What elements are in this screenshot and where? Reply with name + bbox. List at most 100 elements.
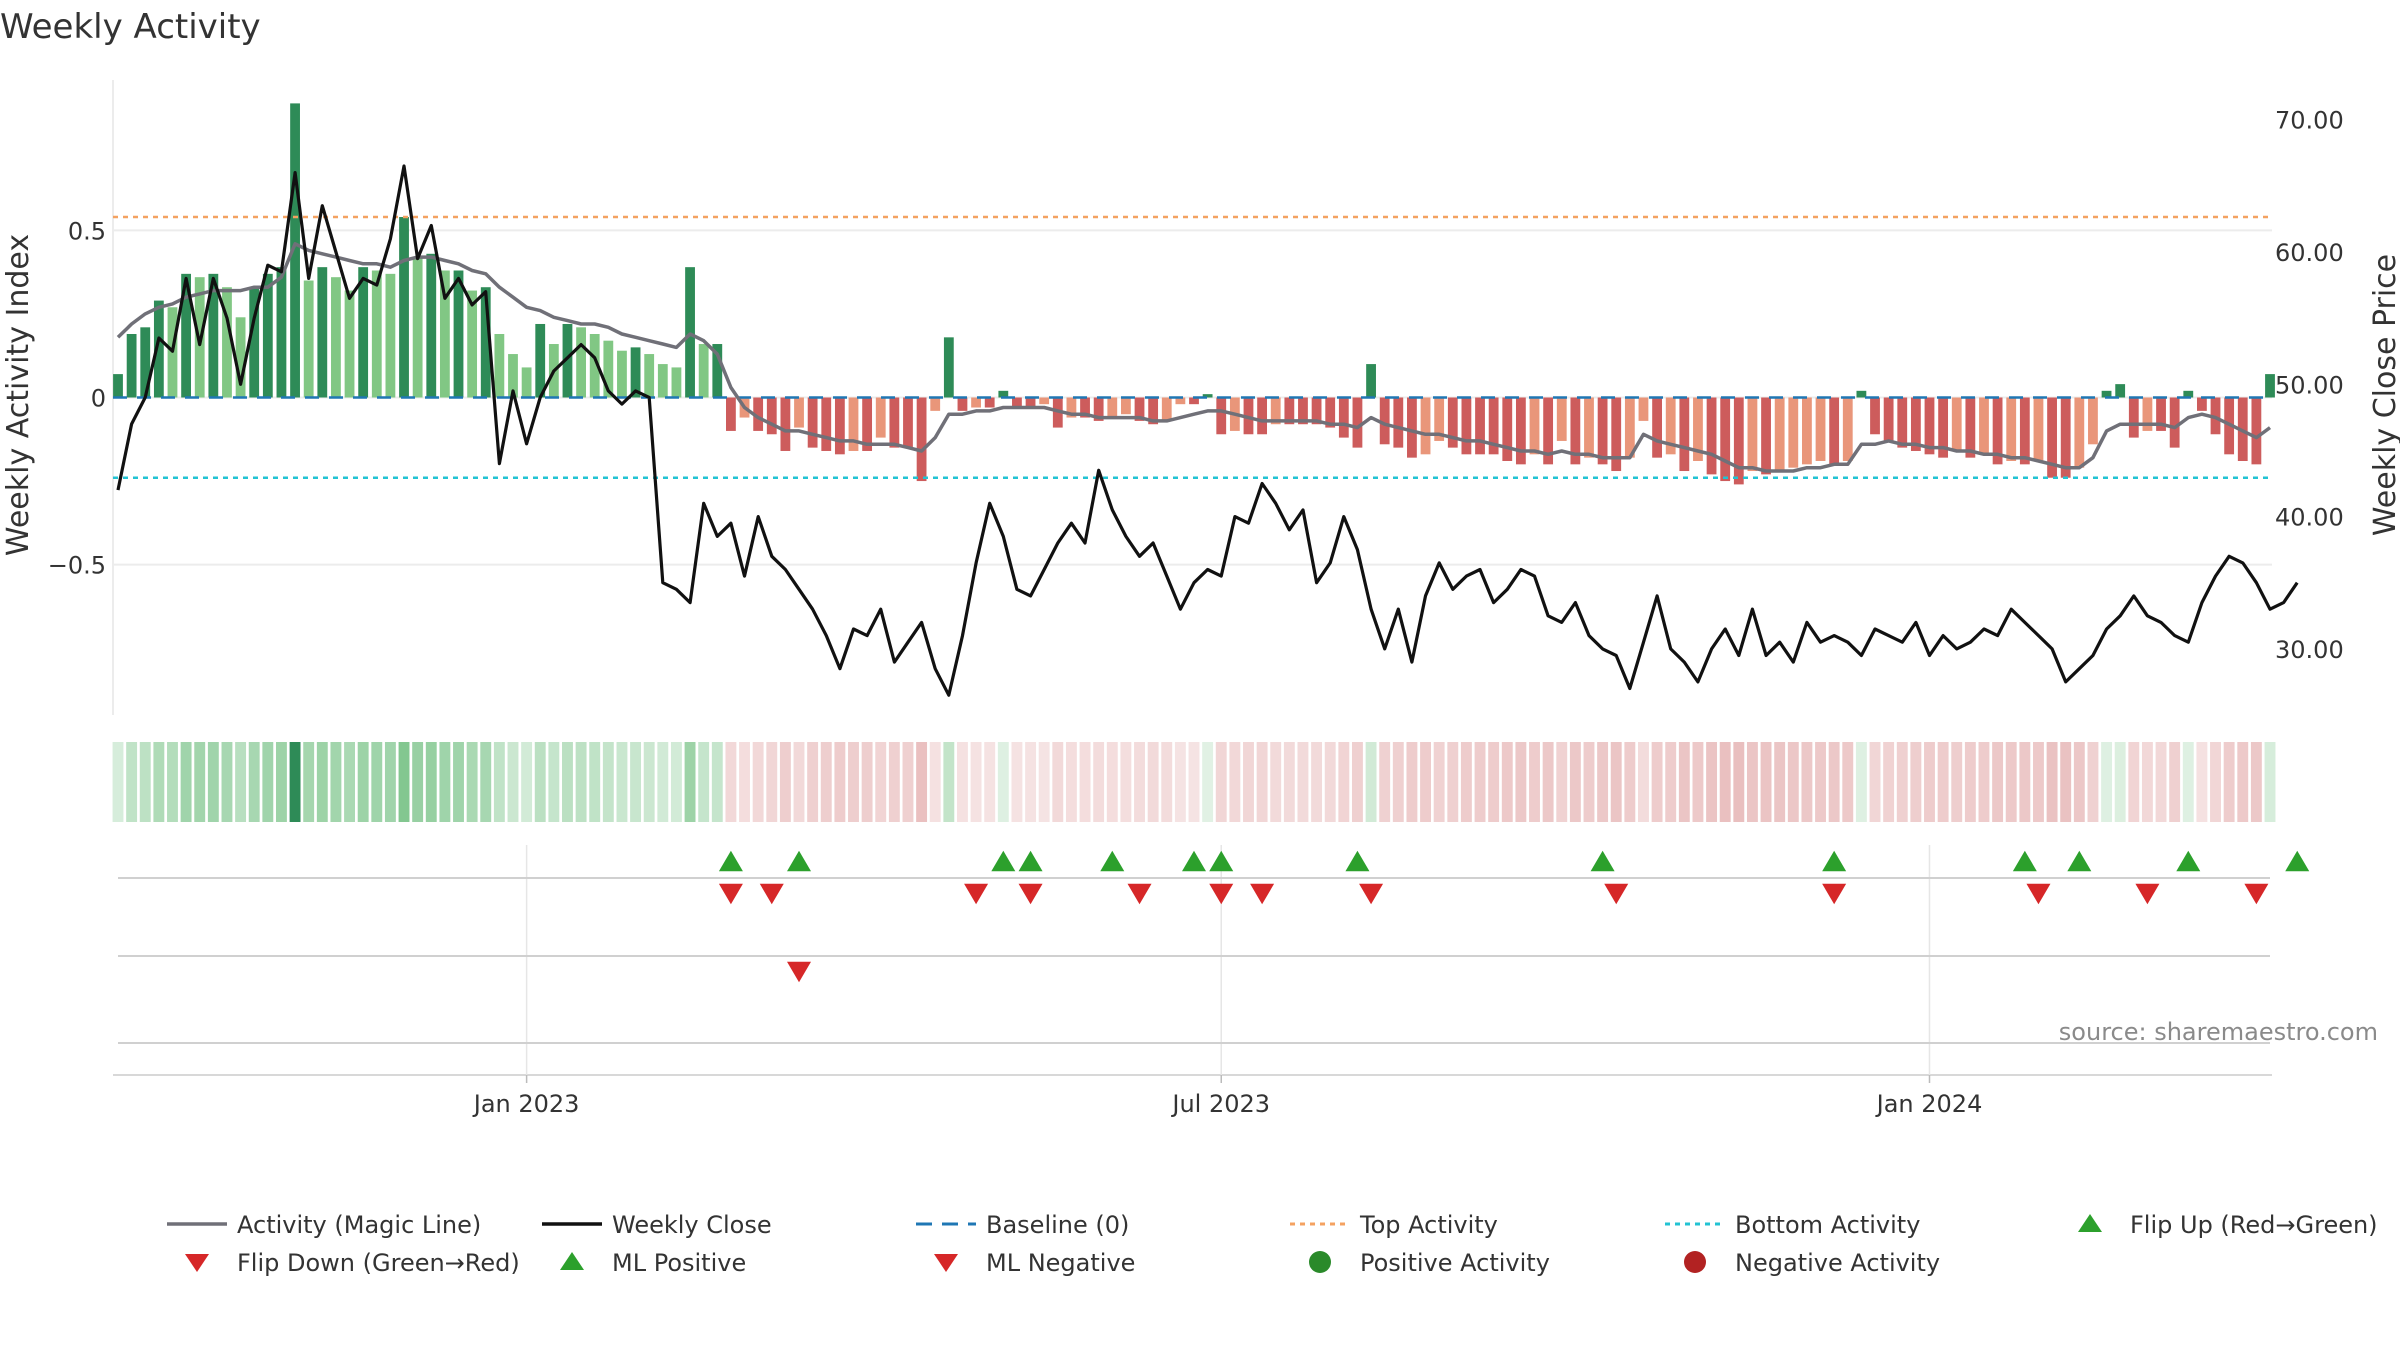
activity-bar — [2060, 397, 2071, 478]
activity-bar — [930, 397, 941, 411]
legend-item-magic: Activity (Magic Line) — [167, 1211, 481, 1239]
heat-strip-cell — [235, 742, 247, 822]
activity-bar — [344, 290, 355, 398]
heat-strip-cell — [1828, 742, 1840, 822]
ml-negative-marker — [964, 883, 989, 905]
activity-bar — [276, 267, 287, 398]
heat-strip-cell — [657, 742, 669, 822]
legend-item-posact: Positive Activity — [1309, 1249, 1550, 1277]
activity-bar — [1665, 397, 1676, 455]
source-label: source: sharemaestro.com — [2059, 1018, 2378, 1046]
ml-positive-marker — [1590, 850, 1615, 872]
heat-strip-cell — [1692, 742, 1704, 822]
ml-positive-marker — [991, 850, 1016, 872]
activity-bar — [2156, 397, 2166, 431]
heat-strip-cell — [1038, 742, 1050, 822]
heat-strip-cell — [1256, 742, 1268, 822]
heat-strip-cell — [2210, 742, 2221, 822]
heat-strip-cell — [1338, 742, 1350, 822]
activity-bar — [698, 344, 709, 398]
heat-strip-cell — [752, 742, 764, 822]
activity-bar — [1066, 397, 1077, 418]
activity-bar — [644, 354, 655, 398]
heat-strip-cell — [2019, 742, 2031, 822]
heat-strip — [112, 742, 2276, 822]
activity-bar — [371, 270, 382, 398]
activity-bar — [1856, 390, 1867, 398]
activity-bars — [113, 103, 2275, 485]
heat-strip-cell — [943, 742, 955, 822]
ml-positive-marker — [1182, 850, 1206, 872]
heat-strip-cell — [1665, 742, 1677, 822]
activity-bar — [1393, 397, 1404, 448]
heat-strip-cell — [589, 742, 601, 822]
activity-bar — [780, 397, 791, 451]
heat-strip-cell — [1651, 742, 1663, 822]
heat-strip-cell — [1978, 742, 1990, 822]
ml-positive-marker — [787, 850, 812, 872]
activity-bar — [1883, 397, 1894, 441]
heat-strip-cell — [1760, 742, 1772, 822]
ml-negative-marker — [1822, 883, 1847, 905]
heat-strip-cell — [221, 742, 233, 822]
activity-bar — [766, 397, 777, 435]
activity-bar — [1556, 397, 1567, 441]
heat-strip-cell — [1964, 742, 1976, 822]
heat-strip-cell — [2101, 742, 2113, 822]
heat-strip-cell — [970, 742, 982, 822]
activity-bar — [862, 397, 873, 451]
activity-bar — [2033, 397, 2044, 461]
activity-bar — [1161, 397, 1172, 421]
heat-strip-cell — [1202, 742, 1214, 822]
activity-bar — [1788, 397, 1799, 468]
heat-strip-cell — [1733, 742, 1745, 822]
activity-bar — [1407, 397, 1417, 458]
activity-bar — [1529, 397, 1540, 455]
heat-strip-cell — [1801, 742, 1813, 822]
activity-bar — [467, 290, 478, 398]
legend-item-baseline: Baseline (0) — [916, 1211, 1129, 1239]
activity-bar — [875, 397, 886, 438]
activity-bar — [1979, 397, 1989, 455]
activity-bar — [1897, 397, 1908, 448]
activity-bar — [140, 327, 151, 398]
ml-positive-marker — [2012, 850, 2037, 872]
heat-strip-cell — [1910, 742, 1922, 822]
heat-strip-cell — [1215, 742, 1227, 822]
heat-strip-cell — [1188, 742, 1200, 822]
heat-strip-cell — [1093, 742, 1105, 822]
activity-bar — [1747, 397, 1758, 472]
heat-strip-cell — [1243, 742, 1254, 822]
activity-bar — [1815, 397, 1826, 461]
y-tick-label-right: 70.00 — [2275, 107, 2344, 135]
legend-swatch-dot — [1684, 1251, 1706, 1273]
heat-strip-cell — [616, 742, 628, 822]
activity-bar — [1107, 397, 1118, 418]
heat-strip-cell — [1774, 742, 1786, 822]
heat-strip-cell — [1488, 742, 1500, 822]
heat-strip-cell — [1610, 742, 1622, 822]
heat-strip-cell — [2237, 742, 2249, 822]
heat-strip-cell — [793, 742, 805, 822]
legend-item-mlpos: ML Positive — [560, 1249, 746, 1277]
heat-strip-cell — [521, 742, 533, 822]
legend-label: Flip Up (Red→Green) — [2130, 1211, 2378, 1239]
heat-strip-cell — [807, 742, 819, 822]
heat-strip-cell — [711, 742, 723, 822]
heat-strip-cell — [1597, 742, 1609, 822]
activity-bar — [916, 397, 927, 482]
heat-strip-cell — [1746, 742, 1758, 822]
activity-bar — [2019, 397, 2030, 465]
activity-bar — [1325, 397, 1336, 428]
activity-bar — [222, 287, 232, 398]
heat-strip-cell — [630, 742, 642, 822]
activity-bar — [1706, 397, 1717, 475]
activity-bar — [1352, 397, 1363, 448]
ml-positive-marker — [2285, 850, 2310, 872]
heat-strip-cell — [2087, 742, 2099, 822]
legend: Activity (Magic Line) Weekly Close Baselin… — [167, 1211, 2378, 1277]
heat-strip-cell — [262, 742, 274, 822]
ml-positive-marker — [2176, 850, 2201, 872]
heat-strip-cell — [1583, 742, 1595, 822]
x-tick-label: Jul 2023 — [1170, 1090, 1270, 1118]
